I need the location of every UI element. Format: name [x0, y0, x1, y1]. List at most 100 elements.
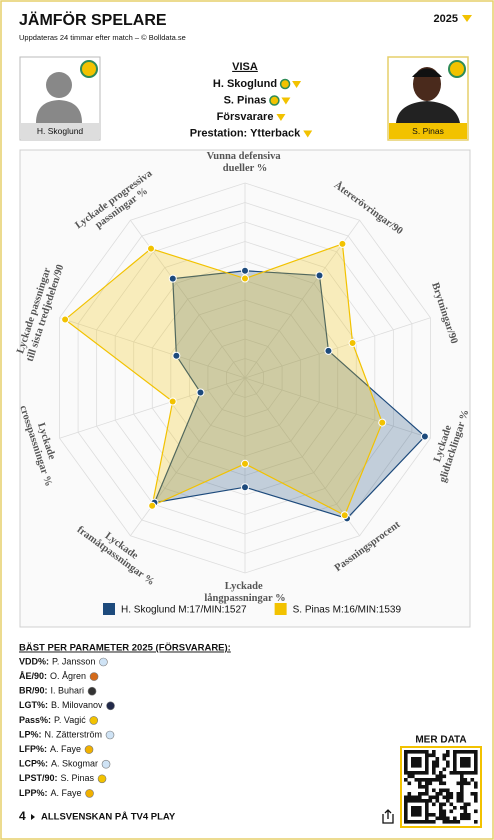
qr-cell: [474, 795, 478, 800]
qr-cell: [449, 792, 454, 796]
title: JÄMFÖR SPELARE: [19, 10, 167, 29]
qr-cell: [467, 750, 471, 754]
dropdown-arrow: [303, 130, 313, 138]
qr-cell: [456, 799, 461, 803]
qr-cell: [414, 750, 419, 754]
qr-cell: [418, 781, 422, 786]
share-icon[interactable]: [382, 809, 394, 824]
selector[interactable]: Prestation: Ytterback: [190, 127, 301, 139]
qr-cell: [435, 795, 440, 800]
qr-cell: [425, 802, 429, 807]
radar-point: [172, 351, 181, 360]
qr-cell: [453, 806, 457, 810]
qr-cell: [421, 785, 426, 789]
qr-cell: [404, 767, 408, 772]
qr-cell: [449, 795, 454, 800]
qr-cell: [456, 795, 461, 800]
qr-cell: [418, 785, 422, 789]
qr-cell: [470, 778, 475, 782]
radar-point: [338, 239, 347, 248]
qr-cell: [460, 785, 464, 789]
qr-code[interactable]: [400, 746, 482, 828]
qr-cell: [460, 799, 464, 803]
more-data[interactable]: MER DATA: [415, 735, 466, 746]
qr-cell: [414, 806, 419, 810]
qr-cell: [418, 820, 422, 824]
qr-cell: [463, 750, 468, 754]
club-badge: [84, 745, 94, 754]
club-badge: [89, 672, 99, 681]
qr-cell: [439, 813, 443, 817]
radar-point: [241, 459, 249, 468]
shirt: [396, 101, 460, 123]
qr-cell: [460, 781, 464, 786]
qr-cell: [425, 764, 429, 768]
qr-cell: [467, 813, 471, 817]
qr-cell: [414, 813, 419, 817]
qr-cell: [425, 816, 429, 821]
qr-cell: [411, 774, 415, 779]
qr-cell: [439, 809, 443, 814]
qr-cell: [425, 781, 429, 786]
qr-cell: [425, 785, 429, 789]
qr-cell: [446, 764, 450, 768]
club-badge: [106, 701, 115, 711]
qr-cell: [428, 753, 433, 758]
qr-cell: [460, 813, 464, 817]
footer-logo: 4: [19, 809, 26, 823]
club-badge: [89, 716, 99, 725]
qr-cell: [414, 809, 419, 814]
subtitle: Uppdateras 24 timmar efter match – © Bol…: [19, 33, 186, 42]
qr-cell: [474, 760, 478, 765]
spoke: [59, 377, 246, 439]
qr-cell: [414, 757, 419, 761]
qr-cell: [407, 820, 412, 824]
qr-cell: [432, 778, 436, 782]
hair: [412, 68, 442, 77]
selector[interactable]: S. Pinas: [224, 94, 267, 106]
radar-point: [348, 339, 357, 348]
qr-cell: [446, 788, 450, 793]
qr-cell: [460, 750, 464, 754]
qr-cell: [446, 795, 450, 800]
qr-cell: [442, 781, 447, 786]
selector[interactable]: H. Skoglund: [213, 78, 277, 90]
best-param: LPST/90:: [19, 773, 58, 783]
selector[interactable]: Försvarare: [217, 111, 274, 123]
footer-link[interactable]: ALLSVENSKAN PÅ TV4 PLAY: [41, 812, 176, 823]
best-param: Pass%:: [19, 715, 51, 725]
qr-cell: [460, 774, 464, 779]
best-player: O. Ågren: [50, 671, 86, 681]
qr-cell: [453, 820, 457, 824]
qr-cell: [432, 771, 436, 775]
qr-cell: [425, 799, 429, 803]
qr-cell: [442, 788, 447, 793]
spoke: [244, 377, 360, 536]
qr-cell: [425, 778, 429, 782]
qr-cell: [439, 771, 443, 775]
qr-cell: [404, 816, 408, 821]
best-param: LCP%:: [19, 759, 48, 769]
qr-cell: [463, 802, 468, 807]
player-card[interactable]: H. Skoglund: [19, 56, 101, 141]
qr-cell: [449, 802, 454, 807]
qr-cell: [442, 757, 447, 761]
qr-cell: [435, 799, 440, 803]
year-select[interactable]: 2025: [434, 13, 458, 25]
qr-cell: [474, 792, 478, 796]
spoke: [59, 317, 246, 379]
qr-cell: [460, 757, 464, 761]
qr-cell: [432, 767, 436, 772]
qr-cell: [435, 760, 440, 765]
qr-cell: [435, 774, 440, 779]
qr-cell: [442, 774, 447, 779]
silhouette: [46, 72, 72, 98]
qr-cell: [432, 795, 436, 800]
player-card[interactable]: S. Pinas: [387, 56, 469, 141]
qr-cell: [425, 809, 429, 814]
qr-cell: [428, 820, 433, 824]
radar-point: [420, 432, 429, 441]
share-glyph: [382, 809, 394, 824]
qr-cell: [411, 799, 415, 803]
qr-cell: [418, 809, 422, 814]
